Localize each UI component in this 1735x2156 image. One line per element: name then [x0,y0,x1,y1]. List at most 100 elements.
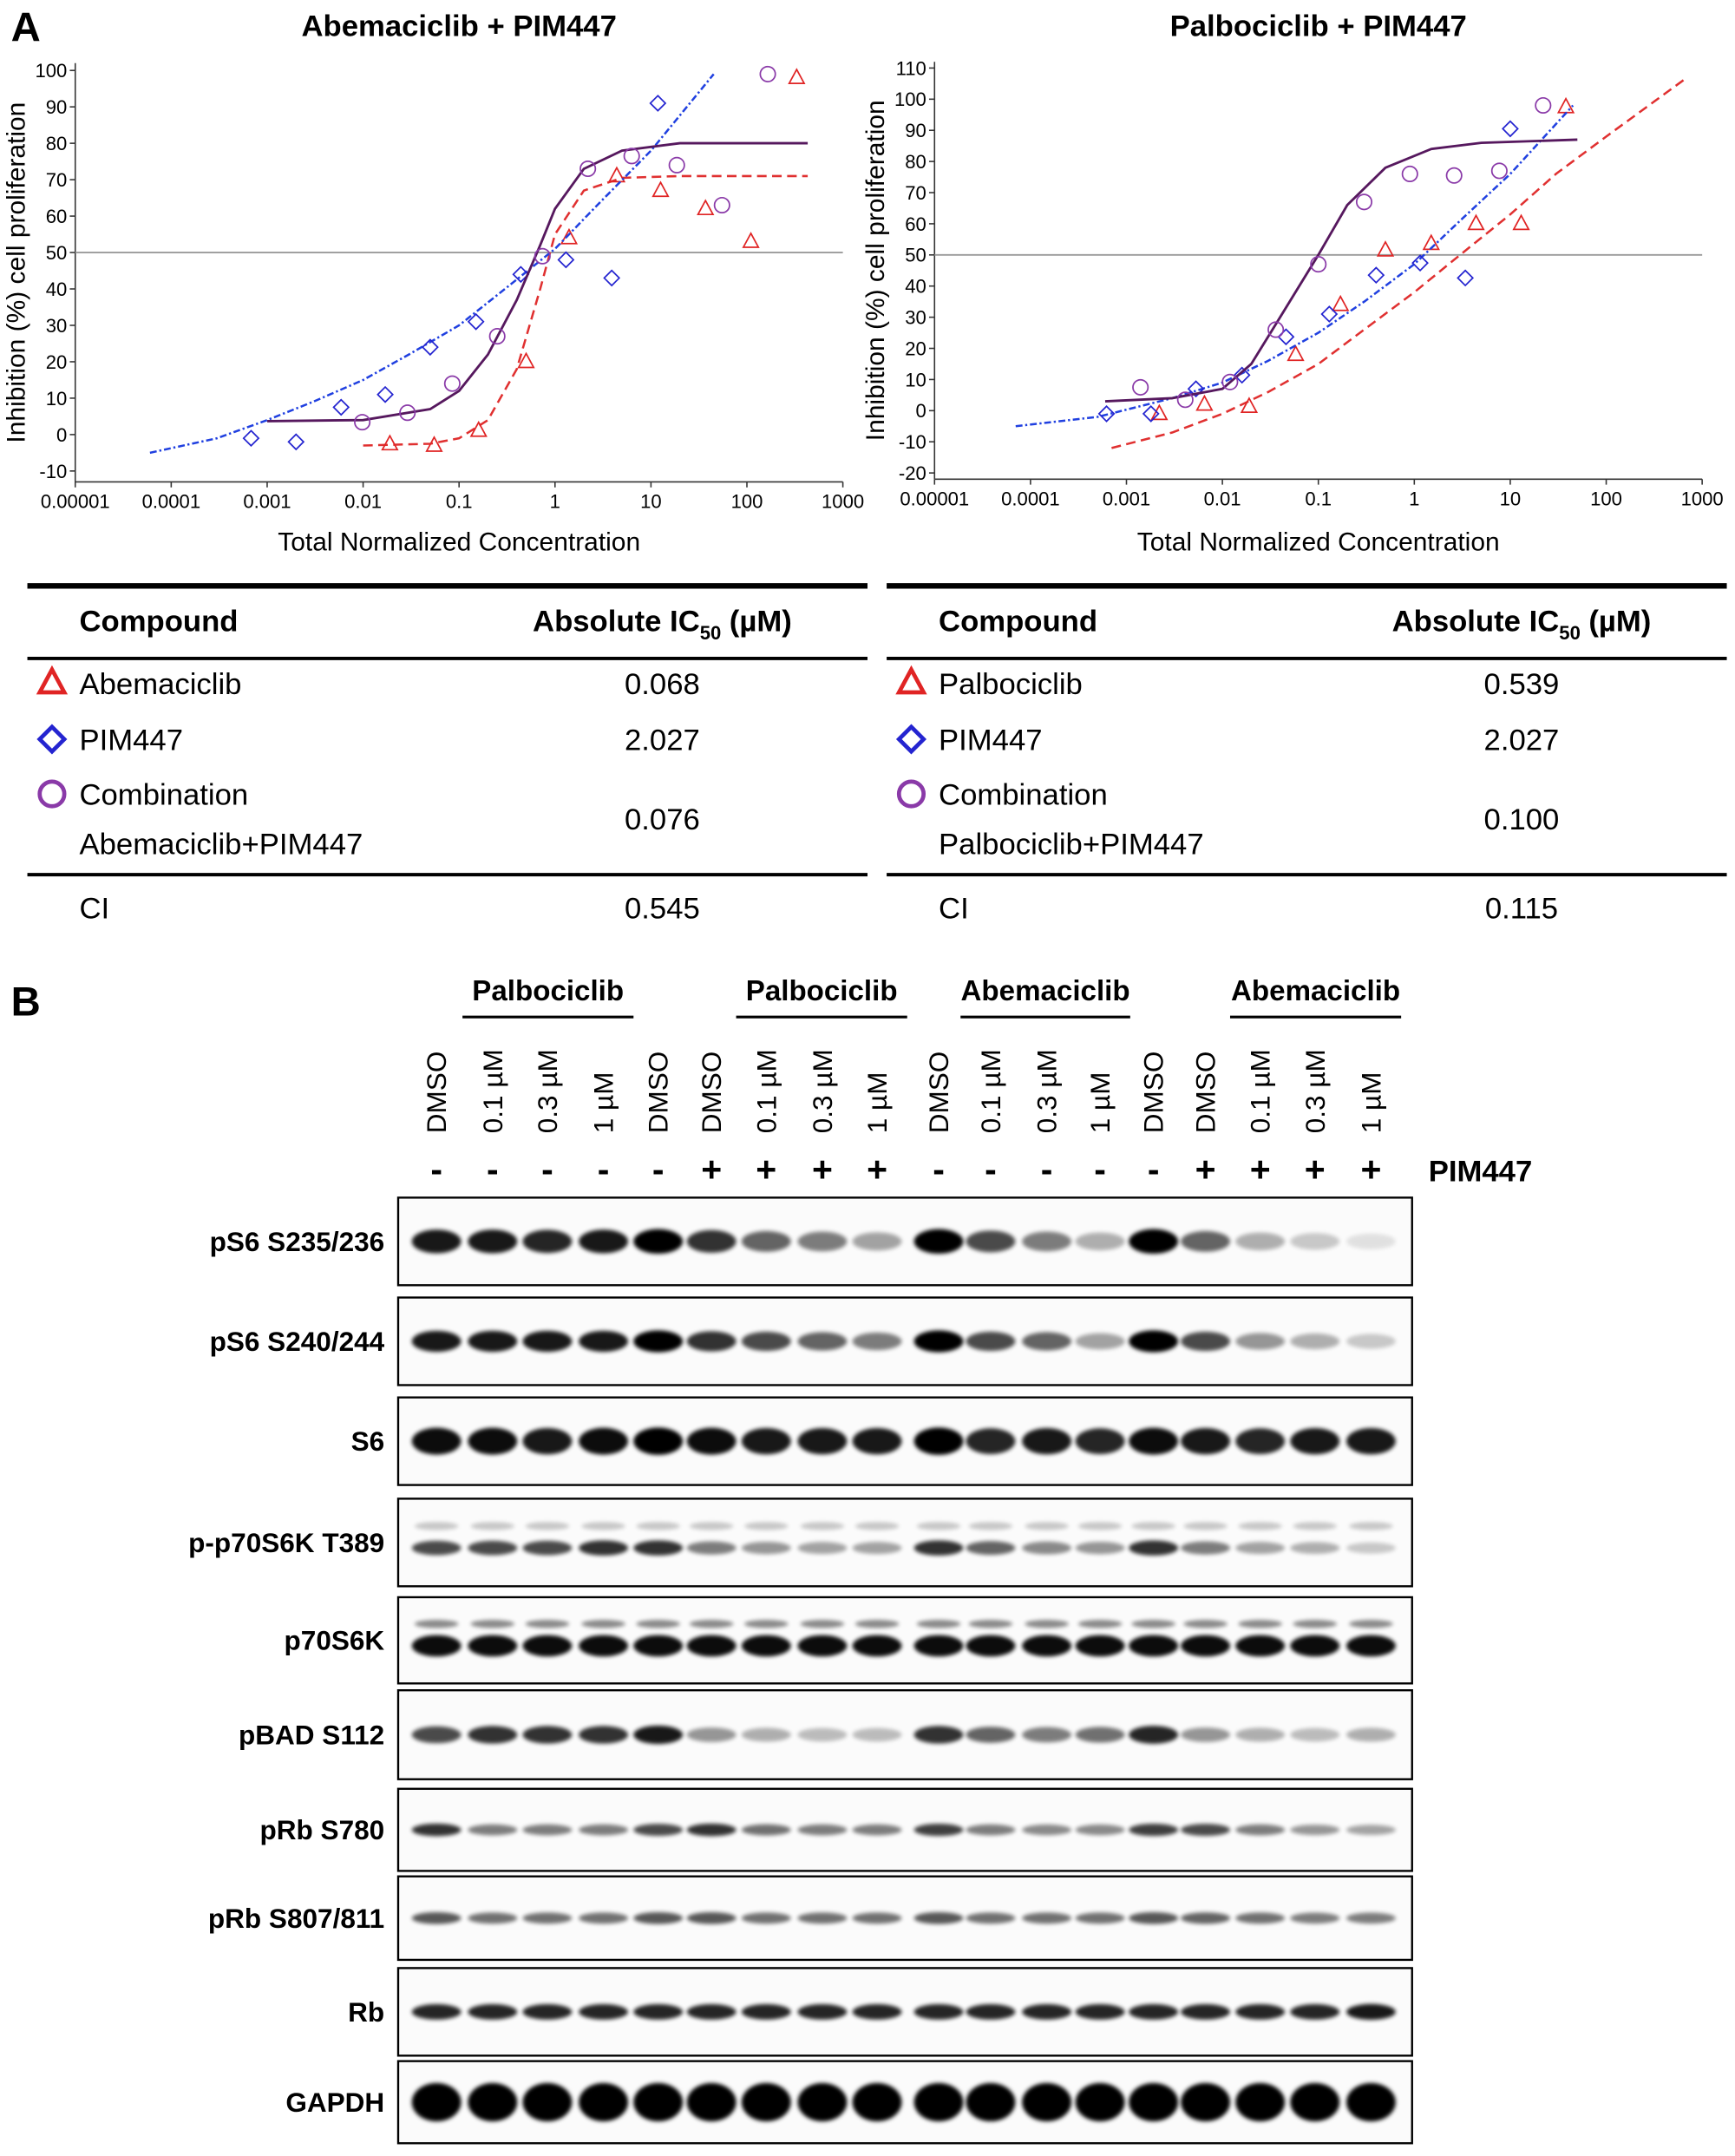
marker-triangle [788,68,806,84]
blot-band [1129,1912,1179,1924]
blot-band [1181,2082,1230,2122]
blot-band [522,1726,573,1744]
table-header: Absolute IC50 (µM) [1392,605,1652,643]
blot-band-upper [470,1522,515,1530]
blot-band [797,1332,848,1351]
blot-band [913,1823,964,1837]
blot-band [522,1229,573,1254]
blot-band [633,1912,684,1924]
blot-band [1346,1635,1396,1657]
blot-band [411,1635,462,1657]
blot-band [1181,1230,1230,1252]
blot-band [1346,1427,1396,1455]
ci-value: 0.545 [625,893,700,926]
blot-band [852,1332,902,1351]
lane-label: 0.1 µM [975,1049,1006,1133]
marker-triangle [1287,344,1305,362]
table-header: Compound [79,605,238,638]
blot-band [1075,1428,1125,1454]
blot-band [686,1727,737,1742]
marker-diamond [1320,305,1339,323]
blot-band [913,1427,964,1455]
x-tick-label: 0.01 [1204,488,1241,509]
marker-circle [1132,378,1149,396]
blot-band-upper [854,1619,900,1628]
blot-band [913,1912,964,1924]
blot-band [1346,1825,1396,1835]
blot-band [411,1726,462,1744]
marker-circle [443,375,461,392]
marker-circle [1267,321,1285,338]
blot-band [411,1427,462,1455]
blot-band [741,2003,791,2020]
blot-band [966,1912,1016,1924]
blot-band [913,1635,964,1657]
fit-curve [267,141,809,423]
blot-band [1075,1635,1125,1657]
marker-circle [354,414,371,431]
blot-band [741,2082,791,2122]
lane-label: 1 µM [1084,1072,1116,1134]
blot-band-upper [916,1522,961,1530]
ic50-value: 0.068 [625,668,700,701]
blot-band [1181,1331,1230,1352]
fit-curve [1104,138,1578,403]
blot-band [1022,1824,1072,1836]
marker-circle [488,328,506,345]
marker-diamond [287,433,305,451]
blot-band-upper [1077,1619,1123,1628]
y-tick-label: 90 [905,120,926,141]
marker-circle [1310,256,1327,273]
marker-circle [579,160,597,178]
blot-band [1129,1540,1179,1556]
x-tick-label: 100 [1590,488,1622,509]
lane-label: DMSO [1138,1052,1169,1134]
blot-band [1235,2003,1286,2020]
header-unit: (µM) [730,605,792,638]
blot-band [522,1330,573,1353]
blot-band [1346,2082,1396,2122]
marker-triangle [517,351,535,369]
y-tick-label: 70 [46,169,68,191]
blot-band [1075,2082,1125,2122]
blot-band-upper [854,1522,900,1530]
blot-band [966,1541,1016,1556]
lane-label: DMSO [643,1052,674,1134]
blot-band-upper [414,1522,459,1530]
blot-band [1235,1912,1286,1924]
blot-band [1075,2003,1125,2020]
marker-circle [1355,193,1373,211]
lane-label: 0.3 µM [807,1049,838,1133]
y-tick-label: 30 [46,315,68,337]
blot-band [1181,1427,1230,1455]
lane-label: DMSO [421,1052,452,1134]
blot-band [686,1427,737,1455]
x-tick-label: 0.00001 [900,488,969,509]
blot-band-upper [689,1522,734,1530]
blot-band [913,1330,964,1353]
blot-band [1290,1825,1340,1836]
marker-diamond [332,398,350,416]
marker-triangle [36,665,69,695]
blot-band [1346,1727,1396,1742]
ic50-value: 0.539 [1484,668,1560,701]
blot-band [741,1824,791,1836]
marker-triangle [1332,294,1350,311]
ic50-value: 2.027 [1484,724,1560,757]
compound-name: Abemaciclib+PIM447 [79,828,363,861]
blot-band [852,1542,902,1555]
blot-band [852,2003,902,2020]
blot-band [579,2082,628,2122]
blot-band [741,1635,791,1657]
x-axis-label: Total Normalized Concentration [278,528,640,556]
ci-label: CI [939,893,969,926]
blot-band [633,1427,684,1455]
x-tick-label: 10 [640,490,662,512]
blot-band [579,1330,628,1353]
blot-band [633,1540,684,1556]
blot-band-upper [744,1619,789,1628]
marker-diamond [1142,405,1160,423]
header-unit: (µM) [1588,605,1651,638]
blot-band-upper [1025,1619,1069,1628]
marker-triangle [381,434,399,451]
